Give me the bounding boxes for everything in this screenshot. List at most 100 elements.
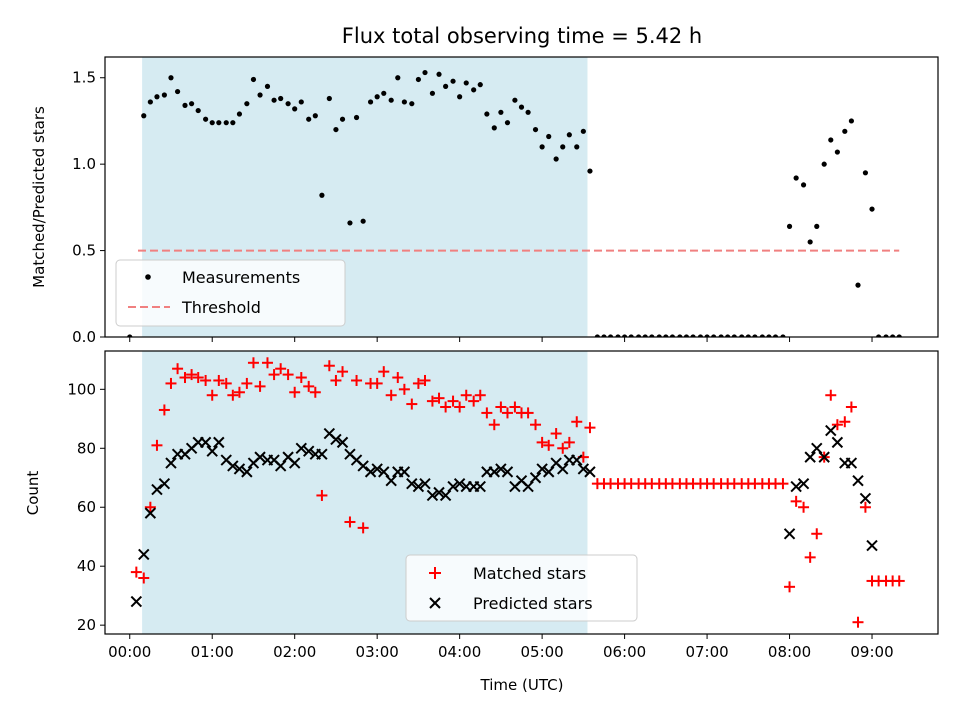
measurement-point xyxy=(539,144,545,150)
measurement-point xyxy=(491,125,497,131)
measurement-point xyxy=(250,76,257,83)
ratio-y-tick-label: 1.0 xyxy=(72,155,96,173)
measurement-point xyxy=(745,334,751,337)
measurement-point xyxy=(862,170,869,176)
predicted-star-point xyxy=(495,463,507,475)
measurement-point xyxy=(360,218,366,224)
measurement-point xyxy=(663,334,669,337)
matched-star-point xyxy=(481,407,493,419)
measurement-point xyxy=(504,120,511,126)
measurement-point xyxy=(848,118,855,124)
matched-star-point xyxy=(316,489,328,501)
predicted-star-point xyxy=(227,460,239,472)
measurement-point xyxy=(883,334,889,337)
matched-star-point xyxy=(406,398,418,410)
count-y-axis-label: Count xyxy=(24,471,42,516)
measurement-point xyxy=(642,334,648,337)
predicted-star-point xyxy=(426,489,439,502)
count-y-tick-label: 20 xyxy=(77,616,96,634)
count-legend: Matched stars Predicted stars xyxy=(405,554,638,622)
matched-star-point xyxy=(509,401,521,413)
measurement-point xyxy=(188,101,195,107)
measurement-point xyxy=(195,107,201,114)
measurement-point xyxy=(690,334,696,337)
measurement-point xyxy=(636,334,642,337)
measurement-point xyxy=(174,88,181,95)
matched-star-point xyxy=(337,366,349,378)
measurement-point xyxy=(752,334,758,337)
predicted-star-point xyxy=(151,483,163,496)
measurement-point xyxy=(244,101,250,107)
predicted-star-point xyxy=(804,451,816,463)
predicted-star-point xyxy=(474,480,486,493)
matched-star-point xyxy=(179,372,191,384)
predicted-star-point xyxy=(852,475,864,487)
measurement-point xyxy=(546,133,552,140)
matched-star-point xyxy=(825,389,837,401)
ratio-panel-frame xyxy=(104,56,939,338)
matched-star-point xyxy=(426,395,438,407)
x-tick-label: 06:00 xyxy=(603,643,646,661)
matched-star-point xyxy=(289,386,301,398)
matched-star-point xyxy=(144,501,156,513)
measurement-point xyxy=(463,80,469,86)
legend-predicted-label: Predicted stars xyxy=(473,594,593,613)
measurement-point xyxy=(141,113,147,119)
measurement-point xyxy=(704,334,710,337)
count-y-tick-label: 80 xyxy=(77,439,96,457)
predicted-star-point xyxy=(783,528,796,540)
matched-star-point xyxy=(893,575,905,587)
predicted-star-point xyxy=(241,466,253,478)
measurement-point xyxy=(649,334,655,337)
predicted-star-point xyxy=(866,539,878,552)
predicted-star-point xyxy=(213,436,225,449)
predicted-star-point xyxy=(254,451,266,463)
measurement-point xyxy=(326,95,332,102)
predicted-star-point xyxy=(447,480,459,493)
matched-star-point xyxy=(495,401,507,413)
measurement-point xyxy=(498,109,504,115)
predicted-star-point xyxy=(199,436,212,449)
measurement-point xyxy=(429,90,436,96)
predicted-star-point xyxy=(336,436,349,449)
matched-star-point xyxy=(192,372,204,384)
predicted-star-point xyxy=(330,433,342,446)
matched-star-point xyxy=(488,419,500,431)
measurement-point xyxy=(800,182,807,188)
matched-star-point xyxy=(206,389,218,401)
legend-matched-label: Matched stars xyxy=(473,564,586,583)
predicted-star-point xyxy=(130,595,143,608)
x-axis-label: Time (UTC) xyxy=(480,676,564,694)
measurement-point xyxy=(203,116,209,122)
legend-matched-marker xyxy=(429,567,441,579)
ratio-legend-box xyxy=(115,259,346,327)
matched-star-point xyxy=(419,374,431,386)
measurement-point xyxy=(422,69,428,76)
measurement-point xyxy=(580,128,586,134)
matched-star-point xyxy=(275,363,287,375)
count-y-tick-label: 40 xyxy=(77,557,96,575)
ratio-y-tick-label: 0.5 xyxy=(72,242,96,260)
matched-star-point xyxy=(460,389,472,401)
matched-star-point xyxy=(371,377,383,389)
measurement-point xyxy=(587,168,593,174)
matched-star-point xyxy=(282,369,294,381)
count-panel-frame xyxy=(104,350,939,635)
measurement-point xyxy=(347,220,353,226)
predicted-star-point xyxy=(158,477,171,490)
matched-star-point xyxy=(138,572,150,584)
measurement-point xyxy=(285,101,291,107)
x-tick-label: 02:00 xyxy=(273,643,316,661)
predicted-star-point xyxy=(165,457,177,469)
measurement-point xyxy=(759,334,765,337)
count-y-tick-label: 100 xyxy=(67,380,96,398)
measurement-point xyxy=(532,126,539,133)
matched-star-point xyxy=(845,401,857,413)
measurement-point xyxy=(869,206,875,212)
matched-star-point xyxy=(412,377,424,389)
legend-threshold-label: Threshold xyxy=(181,298,261,317)
measurement-point xyxy=(725,334,731,337)
measurement-point xyxy=(409,101,415,107)
measurement-point xyxy=(436,71,442,77)
